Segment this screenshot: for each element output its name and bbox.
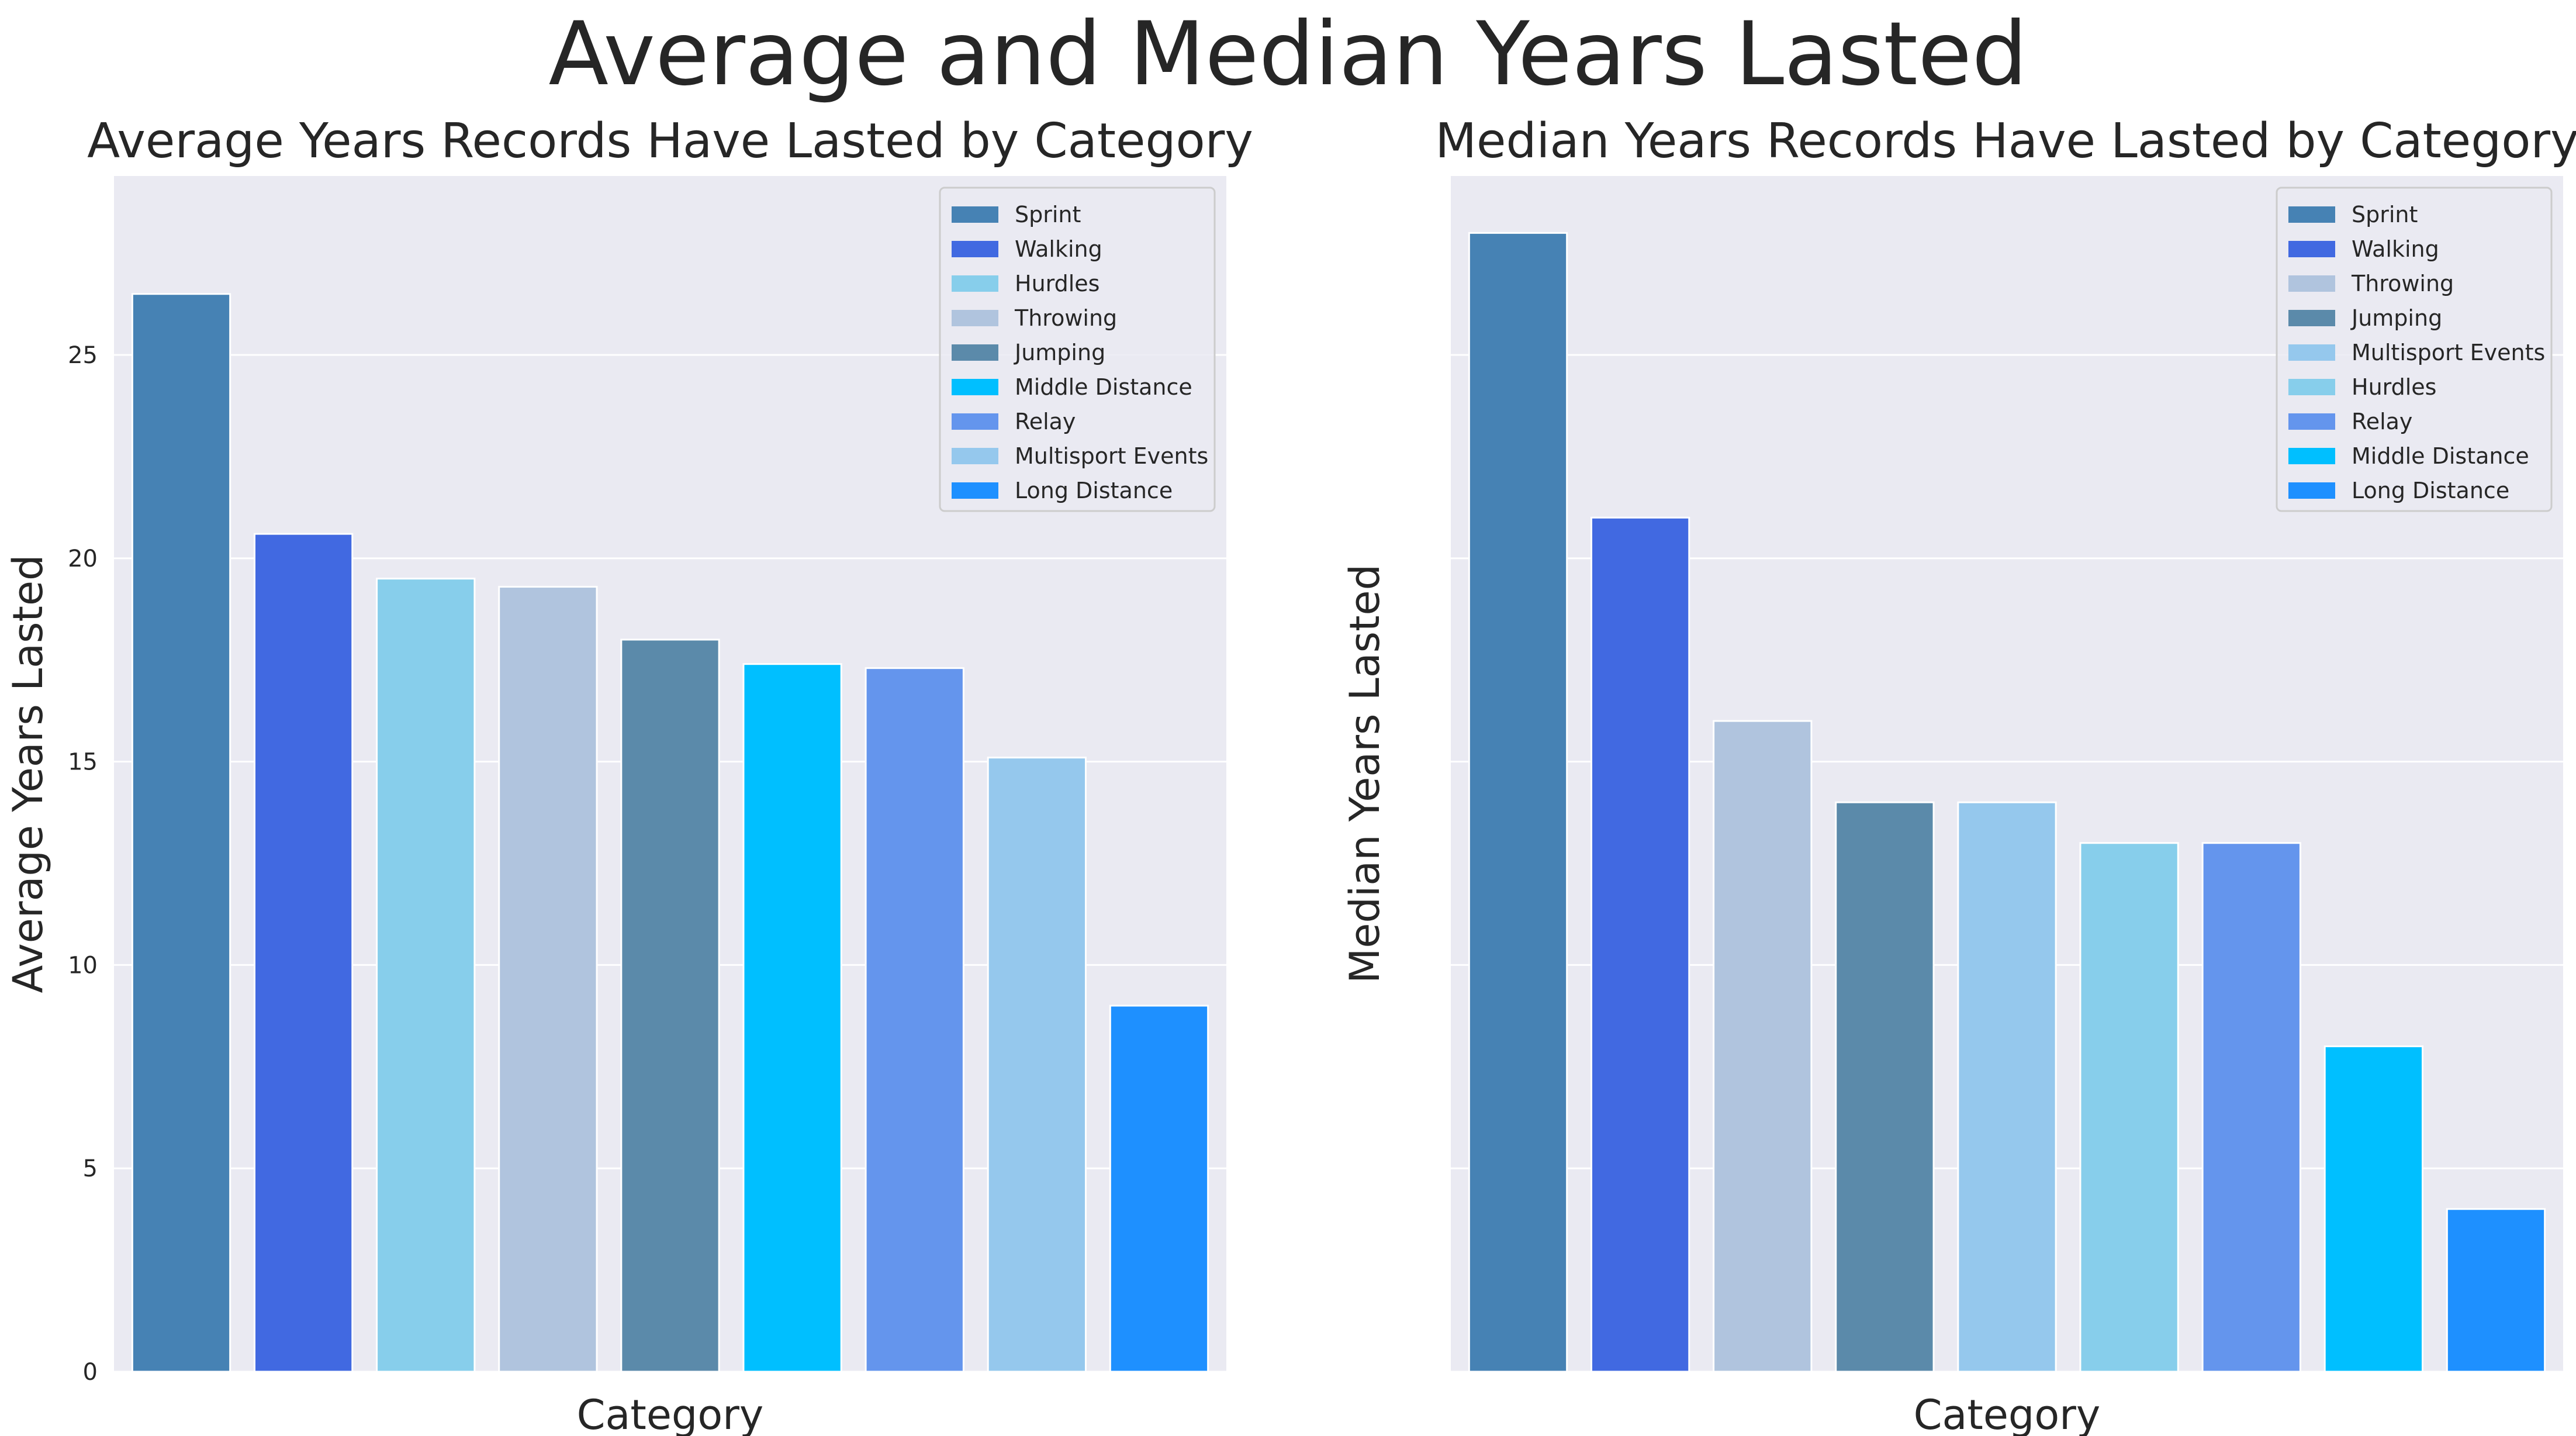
chart-2-legend-swatch	[2288, 241, 2335, 257]
chart-1-ytick-label: 20	[68, 546, 98, 572]
chart-1-bar-walking	[253, 533, 354, 1373]
chart-2-legend-label: Walking	[2352, 236, 2439, 262]
chart-1-ytick-label: 0	[83, 1359, 98, 1386]
chart-1-ytick-label: 5	[83, 1155, 98, 1182]
chart-1-ytick-label: 15	[68, 749, 98, 776]
chart-1-legend-swatch	[952, 413, 998, 430]
chart-1-legend-swatch	[952, 275, 998, 292]
chart-1-legend-label: Hurdles	[1015, 271, 1099, 296]
chart-2-bar-walking	[1590, 516, 1690, 1373]
chart-2-legend-label: Multisport Events	[2352, 340, 2545, 365]
chart-1-ytick-label: 10	[68, 952, 98, 979]
chart-2-legend-swatch	[2288, 448, 2335, 464]
chart-1-bar-multisport-events	[987, 757, 1087, 1373]
chart-1-legend-swatch	[952, 379, 998, 395]
chart-1-bar-sprint	[131, 293, 231, 1373]
chart-1-legend	[939, 187, 1216, 512]
chart-2-legend-label: Long Distance	[2352, 478, 2509, 503]
chart-1-legend-swatch	[952, 344, 998, 361]
chart-2-legend-swatch	[2288, 275, 2335, 292]
chart-2-bar-relay	[2201, 842, 2301, 1373]
chart-1-legend-swatch	[952, 310, 998, 326]
chart-1-legend-swatch	[952, 241, 998, 257]
chart-2-legend-swatch	[2288, 413, 2335, 430]
chart-2-legend-label: Middle Distance	[2352, 443, 2529, 469]
chart-2-legend-swatch	[2288, 379, 2335, 395]
chart-2-legend	[2276, 187, 2553, 512]
chart-2-xlabel: Category	[1914, 1391, 2101, 1436]
chart-1-legend-swatch	[952, 448, 998, 464]
chart-1-title: Average Years Records Have Lasted by Cat…	[87, 113, 1253, 169]
chart-2-legend-label: Jumping	[2350, 305, 2442, 331]
chart-1-bar-middle-distance	[742, 663, 842, 1373]
chart-1-legend-label: Jumping	[1014, 340, 1105, 365]
chart-2-title: Median Years Records Have Lasted by Cate…	[1435, 113, 2576, 169]
chart-2-legend-label: Throwing	[2351, 271, 2454, 296]
chart-1-ytick-label: 25	[68, 342, 98, 369]
chart-1-legend-label: Relay	[1015, 409, 1076, 434]
chart-1-legend-label: Throwing	[1014, 305, 1117, 331]
chart-1-bar-relay	[865, 667, 964, 1373]
chart-1-xlabel: Category	[577, 1391, 764, 1436]
chart-2-legend-label: Hurdles	[2352, 374, 2436, 400]
chart-2-bar-long-distance	[2446, 1208, 2546, 1373]
chart-1-legend-label: Walking	[1015, 236, 1102, 262]
chart-2-bar-throwing	[1713, 720, 1813, 1373]
figure-title: Average and Median Years Lasted	[548, 4, 2028, 105]
chart-2-bar-sprint	[1468, 232, 1568, 1373]
chart-2-legend-swatch	[2288, 310, 2335, 326]
chart-2-bar-multisport-events	[1957, 801, 2057, 1373]
chart-1-legend-label: Sprint	[1015, 202, 1081, 227]
chart-2-legend-swatch	[2288, 344, 2335, 361]
chart-1-legend-swatch	[952, 482, 998, 499]
chart-2-ylabel: Median Years Lasted	[1341, 564, 1389, 983]
chart-2-bar-jumping	[1835, 801, 1935, 1373]
chart-1-bar-hurdles	[376, 578, 476, 1373]
chart-1-legend-label: Middle Distance	[1015, 374, 1192, 400]
chart-2-legend-swatch	[2288, 482, 2335, 499]
chart-1-legend-label: Long Distance	[1015, 478, 1173, 503]
chart-2-legend-label: Sprint	[2352, 202, 2418, 227]
chart-2-legend-swatch	[2288, 206, 2335, 223]
chart-1-ylabel: Average Years Lasted	[4, 555, 52, 993]
chart-2-bar-middle-distance	[2323, 1045, 2424, 1373]
chart-1-bar-jumping	[620, 638, 720, 1373]
chart-2-bar-hurdles	[2079, 842, 2179, 1373]
chart-2-legend-label: Relay	[2352, 409, 2412, 434]
chart-1-bar-throwing	[498, 586, 598, 1373]
chart-1-bar-long-distance	[1109, 1004, 1209, 1373]
chart-1-legend-label: Multisport Events	[1015, 443, 1208, 469]
chart-1-legend-swatch	[952, 206, 998, 223]
